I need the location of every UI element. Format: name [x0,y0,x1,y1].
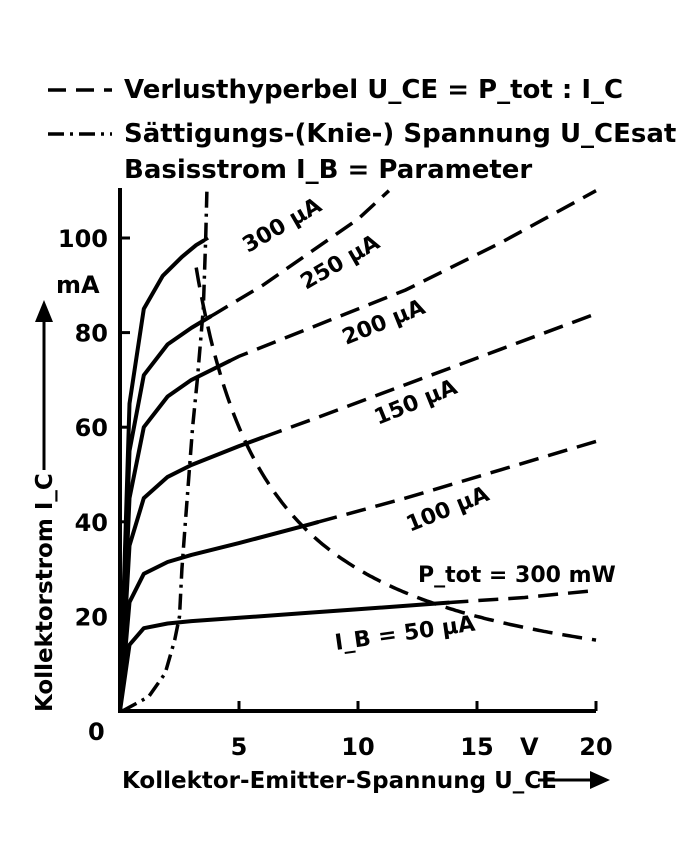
ib-curve-dashed [228,189,597,363]
x-axis-ticks: 5 10 15 20 [231,701,613,761]
y-axis-title: Kollektorstrom I_C [32,473,58,712]
legend-parameter-text: Basisstrom I_B = Parameter [124,155,532,185]
saturation-curve [121,190,209,713]
legend: Verlusthyperbel U_CE = P_tot : I_C Sätti… [48,75,676,185]
curve-label: I_B = 50 µA [333,612,476,656]
ib-curve-solid [118,600,451,713]
y-tick-label: 80 [75,320,108,348]
ib-curve-dashed [209,189,391,319]
curve-label: 200 µA [339,295,429,351]
x-tick-label: 20 [579,733,612,761]
legend-saturation-text: Sättigungs-(Knie-) Spannung U_CEsat [124,119,676,149]
ib-curve-dashed [317,439,597,524]
x-tick-label: 15 [460,733,493,761]
y-axis-arrow-head [35,300,53,322]
legend-hyperbola-text: Verlusthyperbel U_CE = P_tot : I_C [124,75,623,105]
origin-label: 0 [88,718,105,746]
y-tick-label: 100 [58,225,108,253]
ptot-annotation: P_tot = 300 mW [418,563,616,588]
x-axis-title: Kollektor-Emitter-Spannung U_CE [122,768,557,794]
y-unit-label: mA [56,271,100,299]
ib-curve-dashed [448,588,597,605]
y-tick-label: 60 [75,414,108,442]
characteristic-curves [118,189,597,713]
x-unit-label: V [520,733,539,761]
curve-label: 100 µA [403,482,493,538]
y-tick-label: 40 [75,509,108,537]
curve-label: 250 µA [297,230,385,295]
axes: 0 5 10 15 20 20 40 60 80 100 V mA [56,188,613,761]
x-tick-label: 5 [231,733,248,761]
ib-curve-solid [118,435,265,713]
power-hyperbola [194,267,597,642]
ib-curve-dashed [262,312,597,440]
curve-label: 150 µA [371,375,461,431]
y-axis-ticks: 20 40 60 80 100 [58,225,130,631]
y-axis-title-group: Kollektorstrom I_C [32,300,58,712]
x-tick-label: 10 [341,733,374,761]
x-axis-title-group: Kollektor-Emitter-Spannung U_CE [122,768,610,794]
ib-curve-solid [118,520,320,713]
x-axis-arrow-head [590,771,610,789]
y-tick-label: 20 [75,603,108,631]
ib-curve-solid [118,238,206,713]
